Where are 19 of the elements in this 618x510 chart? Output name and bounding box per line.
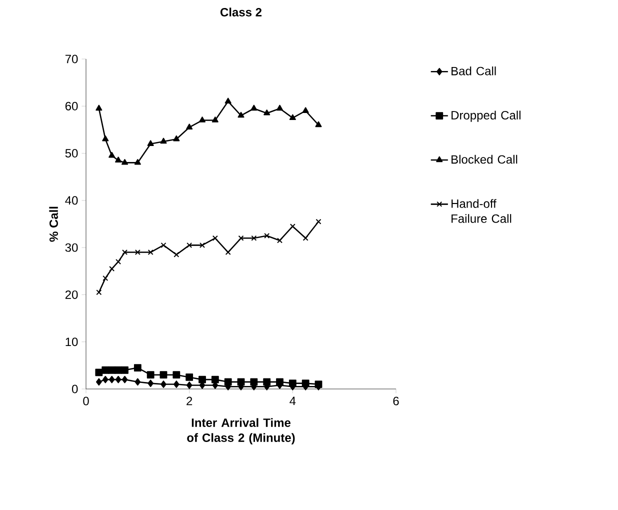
y-tick-label: 40 bbox=[65, 196, 78, 205]
y-tick-label: 20 bbox=[65, 290, 78, 299]
x-axis-title: Inter Arrival Time of Class 2 (Minute) bbox=[187, 418, 295, 444]
legend-label: Bad Call bbox=[452, 66, 496, 76]
x-tick-label: 2 bbox=[186, 396, 192, 406]
legend-label: Blocked Call bbox=[452, 154, 518, 164]
chart-title: Class 2 bbox=[220, 8, 262, 16]
y-tick-label: 0 bbox=[72, 384, 78, 394]
y-tick-label: 70 bbox=[65, 54, 78, 64]
y-tick-label: 30 bbox=[65, 243, 78, 252]
y-tick-label: 10 bbox=[66, 338, 78, 346]
legend-label: Hand-off Failure Call bbox=[452, 199, 512, 223]
legend-label: Dropped Call bbox=[452, 110, 520, 122]
x-tick-label: 4 bbox=[290, 396, 296, 406]
y-tick-label: 60 bbox=[65, 102, 78, 110]
x-tick-label: 0 bbox=[83, 396, 89, 406]
x-tick-label: 6 bbox=[393, 396, 399, 406]
y-tick-label: 50 bbox=[65, 149, 78, 158]
y-axis-title: % Call bbox=[49, 206, 58, 242]
